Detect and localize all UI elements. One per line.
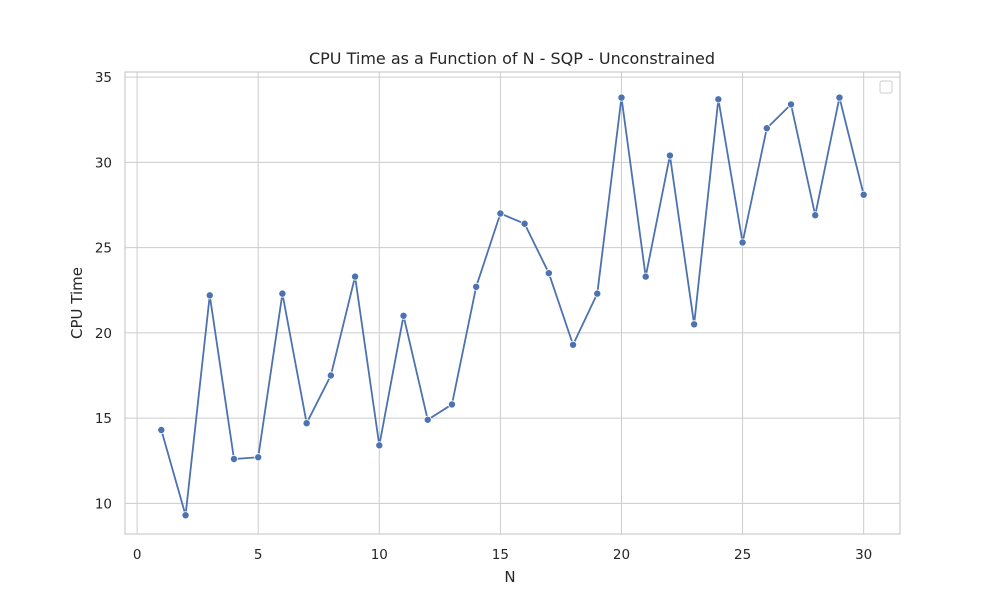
- x-tick-label: 25: [734, 547, 751, 563]
- tick-labels: 0 5 10 15 20 25 30 10 15 20 25 30 35: [95, 70, 872, 563]
- x-tick-label: 10: [371, 547, 388, 563]
- data-point: [569, 340, 578, 349]
- x-tick-label: 5: [254, 547, 263, 563]
- data-point: [593, 289, 602, 298]
- data-point: [665, 151, 674, 160]
- data-point: [229, 454, 238, 463]
- legend-box: [879, 80, 893, 94]
- data-point: [447, 400, 456, 409]
- data-point: [472, 282, 481, 291]
- x-axis-label: N: [504, 568, 515, 586]
- data-point: [762, 124, 771, 133]
- data-point: [205, 291, 214, 300]
- y-tick-label: 15: [95, 411, 112, 427]
- data-point: [375, 441, 384, 450]
- x-tick-label: 20: [613, 547, 630, 563]
- data-point: [399, 311, 408, 320]
- x-tick-label: 30: [855, 547, 872, 563]
- y-tick-label: 10: [95, 496, 112, 512]
- data-point: [157, 426, 166, 435]
- data-point: [690, 320, 699, 329]
- data-point: [351, 272, 360, 281]
- data-point: [617, 93, 626, 102]
- x-tick-label: 15: [492, 547, 509, 563]
- data-point: [254, 453, 263, 462]
- x-tick-label: 0: [133, 547, 142, 563]
- data-point: [326, 371, 335, 380]
- plot-frame: [124, 71, 901, 535]
- y-tick-label: 30: [95, 155, 112, 171]
- data-point: [859, 190, 868, 199]
- data-point: [423, 415, 432, 424]
- y-tick-label: 20: [95, 326, 112, 342]
- data-point: [811, 211, 820, 220]
- data-point: [181, 511, 190, 520]
- data-point: [738, 238, 747, 247]
- data-point: [787, 100, 796, 109]
- grid-lines: [125, 72, 900, 534]
- data-point: [714, 95, 723, 104]
- data-point: [544, 269, 553, 278]
- chart-title: CPU Time as a Function of N - SQP - Unco…: [309, 49, 715, 68]
- y-tick-label: 25: [95, 241, 112, 257]
- data-point: [835, 93, 844, 102]
- data-point: [496, 209, 505, 218]
- series-line: [160, 96, 865, 517]
- y-tick-label: 35: [95, 70, 112, 86]
- series-group: [157, 93, 868, 520]
- data-point: [302, 419, 311, 428]
- data-point: [641, 272, 650, 281]
- y-axis-label: CPU Time: [68, 267, 86, 339]
- data-point: [278, 289, 287, 298]
- data-point: [520, 219, 529, 228]
